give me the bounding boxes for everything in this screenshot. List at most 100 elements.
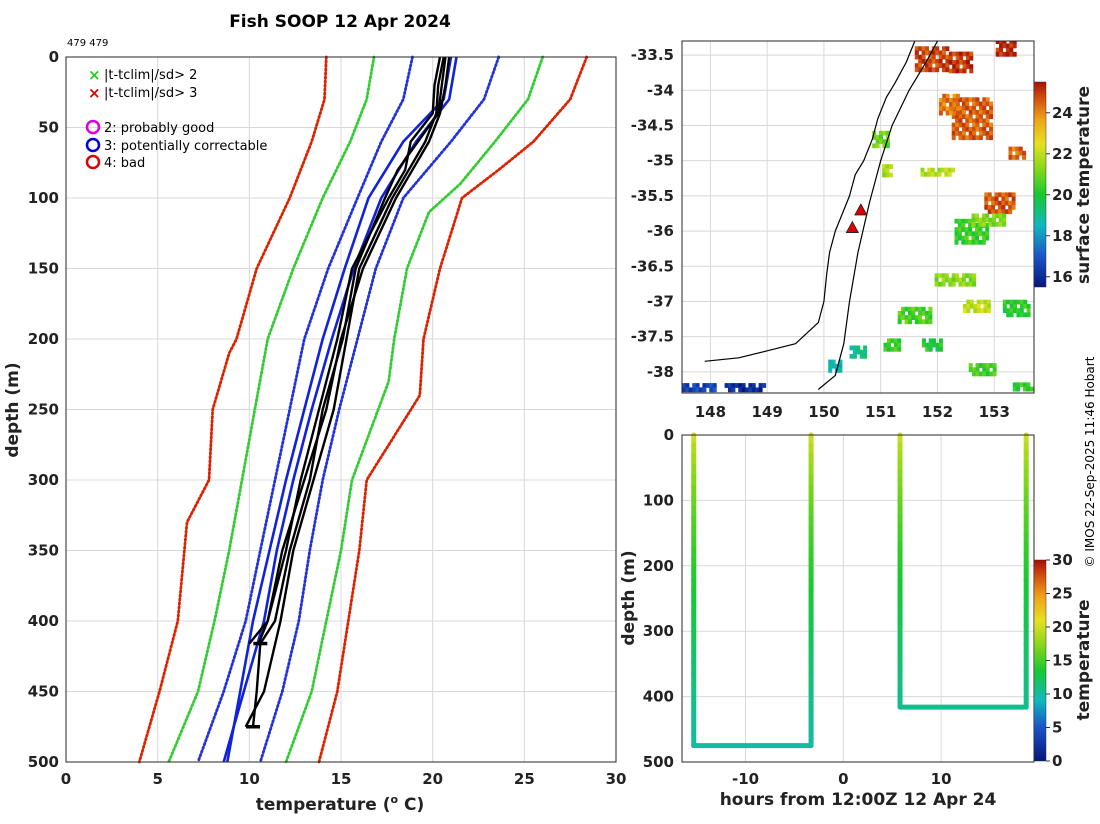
profile-y-tick-label: 150: [28, 260, 59, 278]
map-y-tick-label: -34.5: [631, 116, 674, 134]
sst-cell: [908, 311, 912, 316]
map-panel: 148 149 150 151 152 153 -33.5 -34 -34.5 -35 -35.5…: [631, 40, 1094, 421]
sst-cell: [838, 359, 843, 365]
map-y-tick-label: -33.5: [631, 46, 674, 64]
sst-cell: [879, 139, 883, 144]
sst-cell: [908, 319, 912, 325]
sst-cell: [828, 368, 833, 373]
sst-cell: [989, 363, 994, 368]
sst-cell: [927, 171, 932, 177]
sst-cell: [1009, 308, 1014, 313]
sst-cell: [1023, 299, 1028, 305]
sst-cell: [1022, 150, 1027, 156]
sst-cell: [1009, 47, 1014, 53]
sst-cell: [985, 114, 990, 119]
sst-cell: [972, 110, 977, 115]
sst-cell: [965, 64, 970, 69]
sst-cell: [934, 171, 939, 177]
sst-cell: [928, 319, 933, 325]
map-x-tick-label: 148: [695, 403, 726, 421]
sst-cell: [954, 218, 959, 224]
time-depth-grid: [682, 434, 1034, 763]
sst-cell: [955, 114, 960, 119]
sst-cell: [975, 231, 979, 237]
sst-cell: [883, 342, 888, 348]
shelf-contour: [817, 41, 939, 390]
sst-cell: [1004, 209, 1009, 215]
temp-colorbar-tick-label: 10: [1052, 685, 1073, 703]
sst-cell: [928, 306, 933, 312]
sst-cell: [1023, 312, 1028, 318]
sst-cell: [1002, 51, 1007, 57]
sst-cell: [968, 239, 973, 245]
sst-cell: [738, 387, 743, 393]
sst-cell: [1008, 192, 1013, 198]
sst-cell: [863, 349, 868, 355]
sst-cell: [972, 273, 977, 279]
sst-cell: [968, 273, 973, 279]
sst-cell: [975, 227, 979, 232]
sst-cell: [986, 308, 991, 313]
legend-entry-sd3: × |t-tclim|/sd> 3: [88, 84, 197, 102]
sst-cell: [1013, 299, 1017, 305]
profile-line-clim-sd-low: [196, 55, 414, 764]
map-y-tick-label: -34: [647, 81, 674, 99]
sst-cell: [973, 303, 978, 309]
sst-cell: [872, 135, 877, 140]
sst-cell: [964, 231, 969, 237]
sst-cell: [971, 239, 976, 245]
sst-cell: [1009, 303, 1014, 309]
sst-cell: [1001, 209, 1006, 215]
dive-tracks: [691, 432, 1029, 749]
sst-cell: [897, 346, 902, 352]
sst-cell: [921, 306, 926, 312]
sst-cell: [1019, 308, 1024, 313]
sst-cell: [728, 383, 732, 388]
sst-cell: [973, 308, 978, 313]
sst-cell: [994, 209, 999, 215]
profile-x-label: temperature (o C): [256, 793, 425, 815]
sst-cell: [921, 67, 926, 73]
sst-cell: [945, 98, 950, 103]
coastline: [704, 41, 916, 362]
sst-cell: [928, 346, 933, 352]
time-y-tick-label: 100: [643, 491, 674, 509]
profile-x-tick-label: 25: [514, 770, 535, 788]
sst-cell: [985, 371, 990, 377]
sst-cell: [928, 59, 933, 64]
sst-cell: [921, 54, 926, 60]
sst-cell: [989, 110, 994, 115]
sst-cell: [945, 59, 950, 64]
profile-line-clim-3sd-high: [317, 55, 589, 764]
sst-cell: [965, 126, 970, 132]
sst-cell: [1001, 192, 1006, 198]
sst-cell: [937, 171, 942, 177]
sst-cell: [975, 135, 980, 141]
time-y-label: depth (m): [619, 550, 639, 645]
sst-cell: [999, 47, 1004, 53]
sst-cell: [961, 110, 966, 115]
sst-cell: [955, 97, 960, 103]
sst-cell: [1013, 303, 1017, 309]
sst-cell: [997, 209, 1002, 215]
sst-cell: [942, 93, 947, 99]
sst-cell: [949, 98, 954, 103]
svg-text:2: probably good: 2: probably good: [104, 121, 214, 136]
sst-cell: [695, 387, 700, 393]
sst-cell: [959, 68, 964, 74]
sst-cell: [856, 345, 861, 351]
sst-cell: [911, 315, 916, 320]
sst-cell: [911, 306, 916, 312]
sst-cell: [982, 110, 987, 115]
sst-cell: [972, 131, 977, 136]
sst-cell: [925, 346, 930, 352]
sst-cell: [885, 164, 890, 169]
sst-cell: [918, 54, 923, 60]
sst-cell: [1012, 43, 1017, 49]
sst-cell: [908, 315, 912, 320]
sst-cell: [978, 126, 983, 132]
sst-cell: [1005, 47, 1010, 53]
temp-colorbar-tick-label: 15: [1052, 652, 1073, 670]
sst-cell: [972, 135, 977, 141]
sst-cell: [965, 101, 970, 107]
